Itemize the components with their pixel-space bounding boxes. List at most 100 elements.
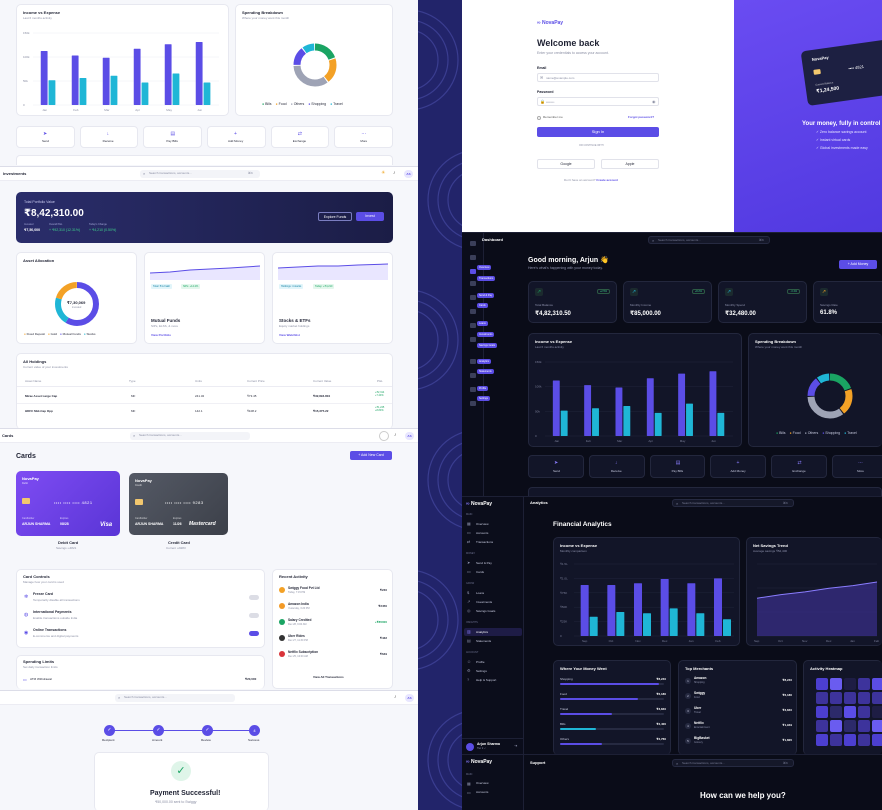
quick-action-add-money[interactable]: + Add Money bbox=[710, 455, 767, 478]
eye-icon[interactable]: ◉ bbox=[652, 99, 656, 104]
sidebar-icon[interactable] bbox=[470, 359, 476, 364]
sidebar-icon[interactable] bbox=[470, 255, 476, 260]
bar-expense[interactable] bbox=[560, 410, 568, 436]
search-input[interactable]: ⌕ Search transactions, accounts... ⌘K bbox=[140, 170, 260, 178]
activity-row[interactable]: Salary Credited Dec 28, 9:00 AM +₹85000 bbox=[273, 616, 392, 631]
slice-food[interactable] bbox=[293, 43, 337, 87]
explore-funds-button[interactable]: Explore Funds bbox=[318, 212, 352, 221]
forgot-link[interactable]: Forgot password? bbox=[628, 115, 655, 119]
heatmap-cell[interactable] bbox=[844, 706, 856, 718]
heatmap-cell[interactable] bbox=[816, 692, 828, 704]
google-button[interactable]: Google bbox=[537, 159, 595, 169]
search-input[interactable]: ⌕ Search transactions, accounts... ⌘K bbox=[672, 759, 794, 767]
nav-item-overview[interactable]: ▦ Overview bbox=[464, 520, 522, 528]
heatmap-cell[interactable] bbox=[858, 720, 870, 732]
heatmap-cell[interactable] bbox=[830, 678, 842, 690]
heatmap-cell[interactable] bbox=[830, 706, 842, 718]
search-input[interactable]: ⌕ Search transactions, accounts... bbox=[130, 432, 250, 440]
credit-card[interactable]: NovaPay Credit •••• •••• •••• 9283 Cardh… bbox=[129, 473, 228, 535]
heatmap-cell[interactable] bbox=[830, 692, 842, 704]
heatmap-cell[interactable] bbox=[872, 692, 882, 704]
debit-card[interactable]: NovaPay Debit •••• •••• •••• 4821 Cardho… bbox=[16, 471, 120, 536]
search-input[interactable]: ⌕ Search transactions, accounts... bbox=[115, 694, 235, 702]
view-all-link[interactable]: View All Transactions bbox=[313, 675, 344, 679]
stocks-card[interactable]: Holdings: 4 stocks Today: +₹4,210 Stocks… bbox=[272, 252, 393, 344]
sidebar-icon[interactable] bbox=[470, 269, 476, 274]
bar-income[interactable] bbox=[71, 55, 79, 106]
bar-income[interactable] bbox=[678, 373, 686, 436]
heatmap-cell[interactable] bbox=[844, 734, 856, 746]
avatar[interactable]: AS bbox=[405, 432, 414, 440]
slice-food[interactable] bbox=[807, 373, 853, 419]
quick-action-send[interactable]: ➤ Send bbox=[16, 126, 75, 148]
heatmap-cell[interactable] bbox=[858, 692, 870, 704]
heatmap-cell[interactable] bbox=[858, 678, 870, 690]
add-card-button[interactable]: + Add New Card bbox=[350, 451, 392, 460]
heatmap-cell[interactable] bbox=[872, 678, 882, 690]
nav-item-cards[interactable]: ▭ Cards bbox=[464, 568, 522, 576]
table-row[interactable]: Mirae Asset Large Cap MF 241.32 ₹73.45 ₹… bbox=[17, 390, 392, 404]
bar-expense[interactable] bbox=[79, 78, 87, 105]
quick-action-receive[interactable]: ↓ Receive bbox=[588, 455, 645, 478]
heatmap-cell[interactable] bbox=[816, 720, 828, 732]
heatmap-cell[interactable] bbox=[816, 706, 828, 718]
slice-bills[interactable] bbox=[807, 373, 853, 419]
heatmap-cell[interactable] bbox=[830, 734, 842, 746]
sidebar-icon[interactable] bbox=[470, 309, 476, 314]
quick-action-exchange[interactable]: ⇄ Exchange bbox=[771, 455, 828, 478]
bar-expense[interactable] bbox=[717, 412, 725, 436]
heatmap-cell[interactable] bbox=[872, 706, 882, 718]
merchant-row[interactable]: 1 Amazon Shopping ₹8,240 bbox=[679, 675, 798, 689]
nav-item-statements[interactable]: ▤ Statements bbox=[464, 637, 522, 645]
bar-expense[interactable] bbox=[686, 403, 693, 436]
bell-icon[interactable]: ♪ bbox=[393, 170, 396, 176]
bar-income[interactable] bbox=[552, 380, 560, 437]
sidebar-icon[interactable] bbox=[470, 401, 476, 406]
bar-income[interactable] bbox=[660, 579, 669, 636]
bar-expense[interactable] bbox=[723, 619, 731, 636]
logout-icon[interactable]: ⇥ bbox=[514, 743, 518, 748]
email-input[interactable]: ✉ name@example.com bbox=[537, 73, 659, 82]
online-toggle[interactable] bbox=[249, 631, 259, 636]
bar-expense[interactable] bbox=[172, 73, 180, 106]
bar-income[interactable] bbox=[584, 385, 592, 436]
nav-item-analytics[interactable]: ▥ Analytics bbox=[464, 628, 522, 636]
nav-item-savings-goals[interactable]: ◎ Savings Goals bbox=[464, 607, 522, 615]
heatmap-cell[interactable] bbox=[872, 734, 882, 746]
activity-row[interactable]: Netflix Subscription Dec 25, 10:00 AM ₹649 bbox=[273, 648, 392, 663]
quick-action-exchange[interactable]: ⇄ Exchange bbox=[270, 126, 330, 148]
nav-item-transactions[interactable]: ⇄ Transactions bbox=[464, 538, 522, 546]
sun-icon[interactable]: ☀ bbox=[381, 170, 386, 176]
savings-line[interactable] bbox=[756, 581, 878, 599]
heatmap-cell[interactable] bbox=[830, 720, 842, 732]
sidebar-icon[interactable] bbox=[470, 337, 476, 342]
add-money-button[interactable]: + Add Money bbox=[839, 260, 877, 269]
bar-expense[interactable] bbox=[110, 75, 118, 105]
slice-others[interactable] bbox=[293, 43, 337, 87]
bar-income[interactable] bbox=[607, 585, 616, 636]
bar-income[interactable] bbox=[634, 583, 642, 636]
sidebar-icon[interactable] bbox=[470, 295, 476, 300]
bell-icon[interactable]: ♪ bbox=[394, 694, 397, 700]
view-watchlist-link[interactable]: View Watchlist bbox=[279, 333, 300, 337]
avatar[interactable]: AS bbox=[405, 694, 414, 702]
quick-action-send[interactable]: ➤ Send bbox=[528, 455, 584, 478]
nav-item[interactable]: Accounts bbox=[476, 790, 489, 794]
heatmap-cell[interactable] bbox=[844, 720, 856, 732]
bar-income[interactable] bbox=[164, 44, 172, 105]
heatmap-cell[interactable] bbox=[872, 720, 882, 732]
quick-action-more[interactable]: ⋯ More bbox=[334, 126, 394, 148]
view-portfolio-link[interactable]: View Portfolio bbox=[151, 333, 171, 337]
table-row[interactable]: HDFC Mid-Cap Opp MF 142.1 ₹108.2 ₹15,375… bbox=[17, 405, 392, 419]
bar-expense[interactable] bbox=[616, 612, 625, 636]
slice-bills[interactable] bbox=[293, 43, 337, 87]
nav-item-loans[interactable]: $ Loans bbox=[464, 589, 522, 597]
bar-income[interactable] bbox=[580, 585, 589, 636]
bar-income[interactable] bbox=[195, 42, 203, 105]
nav-item-send-pay[interactable]: ➤ Send & Pay bbox=[464, 559, 522, 567]
sidebar-icon[interactable] bbox=[470, 241, 476, 246]
merchant-row[interactable]: 4 Netflix Entertainment ₹1,949 bbox=[679, 720, 798, 734]
quick-action-add-money[interactable]: + Add Money bbox=[207, 126, 266, 148]
merchant-row[interactable]: 5 BigBasket Grocery ₹1,820 bbox=[679, 735, 798, 749]
apple-button[interactable]: Apple bbox=[601, 159, 659, 169]
